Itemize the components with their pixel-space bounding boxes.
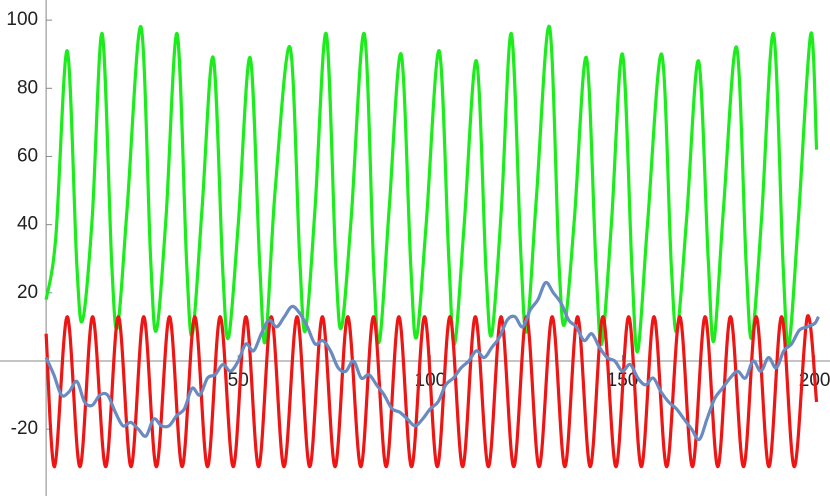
y-tick-label: 100 — [6, 9, 38, 30]
y-tick-label: -20 — [11, 418, 38, 439]
y-tick-label: 80 — [17, 77, 38, 98]
line-series — [44, 314, 819, 469]
x-tick-label: 50 — [228, 370, 249, 391]
line-series — [44, 24, 819, 354]
y-tick-label: 60 — [17, 145, 38, 166]
y-tick-label: 40 — [17, 214, 38, 235]
y-tick-label: 20 — [17, 282, 38, 303]
line-series — [44, 280, 820, 442]
